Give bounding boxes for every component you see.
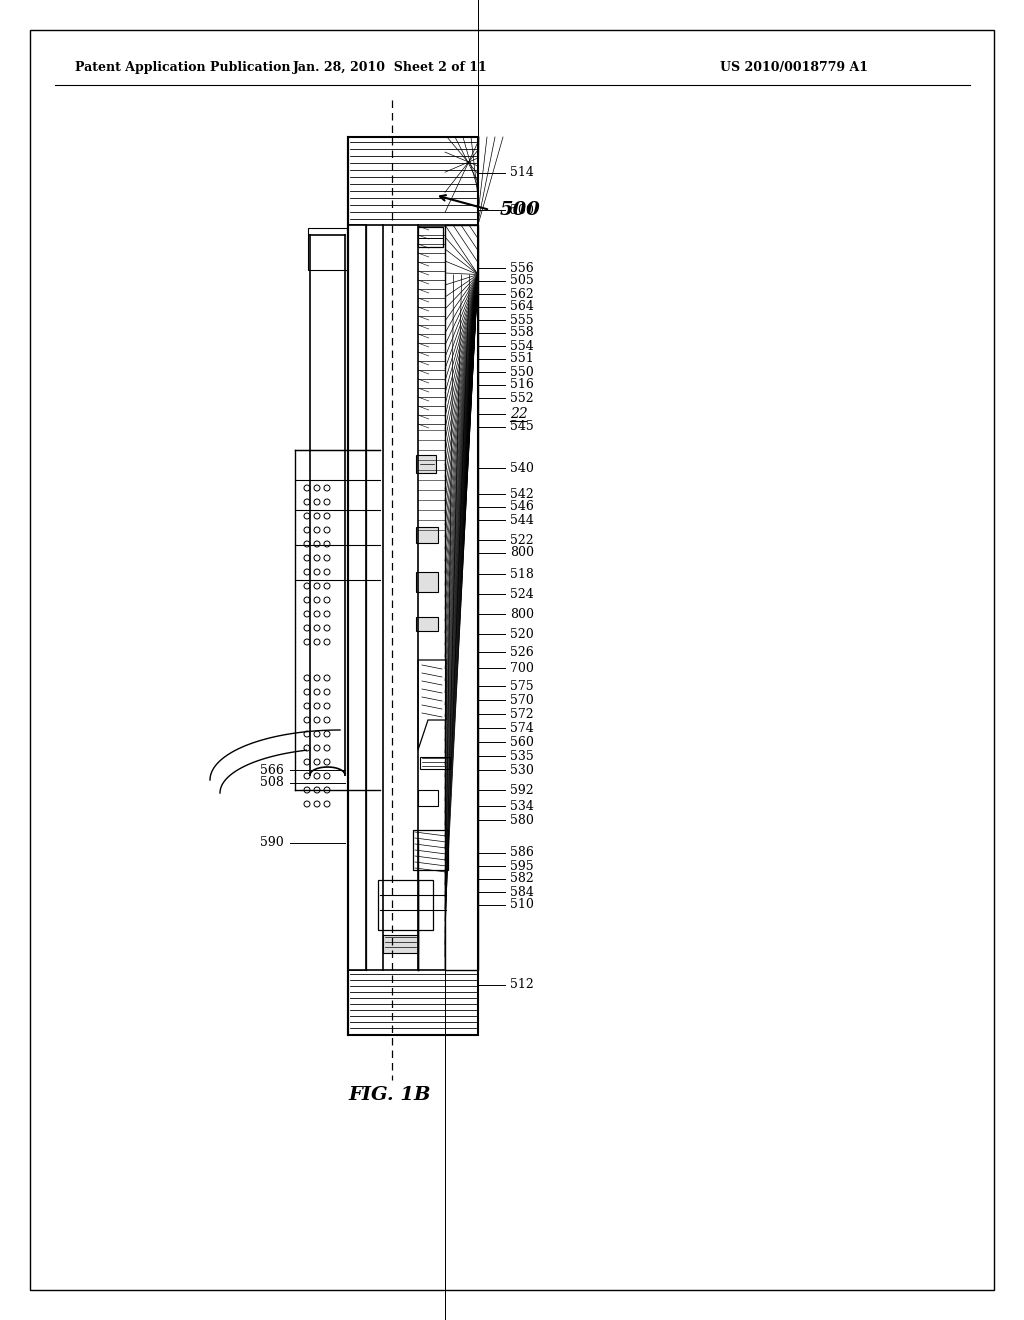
- Bar: [348, 224, 366, 970]
- Bar: [413, 830, 449, 870]
- Text: 516: 516: [510, 379, 534, 392]
- Text: 584: 584: [510, 886, 534, 899]
- Text: 558: 558: [510, 326, 534, 339]
- Text: 800: 800: [510, 607, 534, 620]
- Bar: [416, 455, 436, 473]
- Text: 800: 800: [510, 546, 534, 560]
- Text: 534: 534: [510, 800, 534, 813]
- Text: 551: 551: [510, 352, 534, 366]
- Text: 574: 574: [510, 722, 534, 734]
- Text: 530: 530: [510, 763, 534, 776]
- Text: 582: 582: [510, 873, 534, 886]
- Text: 22: 22: [510, 407, 527, 421]
- Text: 500: 500: [500, 201, 541, 219]
- Text: 580: 580: [510, 813, 534, 826]
- Text: US 2010/0018779 A1: US 2010/0018779 A1: [720, 62, 868, 74]
- Bar: [418, 789, 438, 807]
- Text: 560: 560: [510, 735, 534, 748]
- Text: Jan. 28, 2010  Sheet 2 of 11: Jan. 28, 2010 Sheet 2 of 11: [293, 62, 487, 74]
- Text: 508: 508: [260, 776, 284, 789]
- Text: 522: 522: [510, 533, 534, 546]
- Text: 586: 586: [510, 846, 534, 859]
- Bar: [348, 137, 478, 1035]
- Bar: [416, 572, 438, 591]
- Text: FIG. 1B: FIG. 1B: [349, 1086, 431, 1104]
- Text: 546: 546: [510, 500, 534, 513]
- Text: 544: 544: [510, 513, 534, 527]
- Text: 510: 510: [510, 899, 534, 912]
- Bar: [348, 137, 478, 224]
- Bar: [445, 224, 478, 970]
- Text: 552: 552: [510, 392, 534, 404]
- Text: 535: 535: [510, 750, 534, 763]
- Text: Patent Application Publication: Patent Application Publication: [75, 62, 291, 74]
- Text: 556: 556: [510, 261, 534, 275]
- Bar: [378, 880, 433, 931]
- Text: 595: 595: [510, 859, 534, 873]
- Bar: [416, 527, 438, 543]
- Bar: [416, 616, 438, 631]
- Text: 540: 540: [510, 462, 534, 474]
- Text: 542: 542: [510, 487, 534, 500]
- Text: 562: 562: [510, 288, 534, 301]
- Text: 514: 514: [510, 166, 534, 180]
- Text: 526: 526: [510, 645, 534, 659]
- Bar: [348, 970, 478, 1035]
- Bar: [418, 227, 443, 247]
- Text: 505: 505: [510, 275, 534, 288]
- Text: 512: 512: [510, 978, 534, 991]
- Text: 564: 564: [510, 301, 534, 314]
- Text: 570: 570: [510, 693, 534, 706]
- Bar: [348, 137, 478, 1035]
- Text: 566: 566: [260, 763, 284, 776]
- Bar: [383, 935, 418, 953]
- Text: 592: 592: [510, 784, 534, 796]
- Text: 518: 518: [510, 568, 534, 581]
- Text: 555: 555: [510, 314, 534, 326]
- Bar: [420, 756, 450, 770]
- Text: 500: 500: [510, 203, 534, 216]
- Bar: [308, 228, 347, 271]
- Text: 545: 545: [510, 421, 534, 433]
- Text: 520: 520: [510, 627, 534, 640]
- Text: 554: 554: [510, 339, 534, 352]
- Polygon shape: [418, 660, 446, 750]
- Text: 572: 572: [510, 708, 534, 721]
- Text: 550: 550: [510, 366, 534, 379]
- Text: 575: 575: [510, 680, 534, 693]
- Text: 524: 524: [510, 587, 534, 601]
- Text: 590: 590: [260, 837, 284, 850]
- Text: 700: 700: [510, 661, 534, 675]
